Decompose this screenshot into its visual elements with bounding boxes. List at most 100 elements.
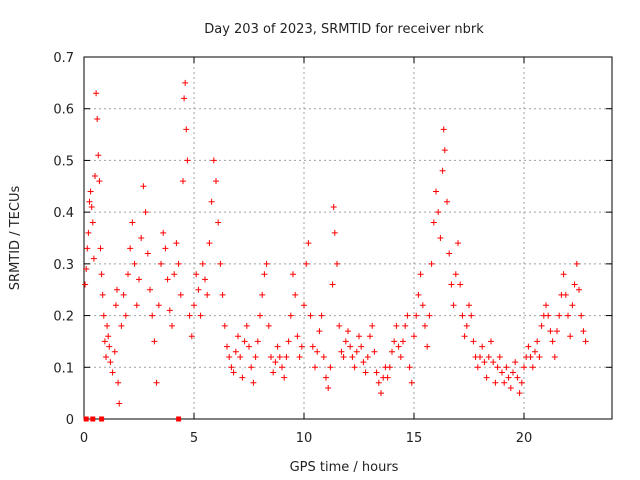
data-point: [551, 353, 558, 360]
data-point: [404, 312, 411, 319]
data-point: [466, 302, 472, 309]
data-point: [82, 281, 89, 288]
data-point: [208, 198, 215, 205]
data-point: [569, 302, 576, 309]
data-point: [303, 260, 310, 267]
data-point: [435, 209, 442, 216]
data-point: [279, 364, 285, 371]
data-point: [195, 286, 202, 293]
data-point: [158, 260, 164, 267]
data-point: [155, 302, 162, 309]
data-point: [338, 348, 345, 355]
data-point: [400, 338, 406, 345]
data-point: [580, 328, 587, 335]
data-point: [210, 157, 217, 164]
y-tick-label: 0.1: [53, 361, 74, 376]
data-point: [353, 348, 360, 355]
data-point: [272, 359, 279, 366]
data-point: [406, 364, 413, 371]
data-point: [492, 379, 499, 386]
data-point: [107, 359, 114, 366]
data-point: [545, 312, 552, 319]
data-point: [147, 286, 153, 293]
data-point: [287, 312, 294, 319]
x-tick-label: 5: [190, 431, 198, 446]
x-tick-label: 20: [516, 431, 533, 446]
data-point: [92, 172, 98, 179]
data-point: [415, 291, 422, 298]
data-point: [142, 209, 149, 216]
data-point: [538, 322, 545, 329]
data-point: [554, 328, 560, 335]
chart-title: Day 203 of 2023, SRMTID for receiver nbr…: [204, 22, 484, 37]
data-point: [364, 353, 371, 360]
data-point: [116, 400, 123, 407]
data-point: [292, 291, 299, 298]
data-point: [547, 328, 554, 335]
data-point: [430, 219, 437, 226]
data-point: [408, 379, 415, 386]
data-point: [488, 338, 494, 345]
data-point: [224, 343, 230, 350]
data-point: [86, 198, 93, 205]
data-point: [474, 364, 481, 371]
data-point: [373, 369, 380, 376]
data-point: [525, 343, 532, 350]
data-point: [243, 322, 250, 329]
y-tick-label: 0.7: [53, 51, 74, 66]
data-point: [422, 322, 428, 329]
data-point: [199, 260, 206, 267]
data-point: [419, 302, 426, 309]
data-point: [239, 374, 246, 381]
data-point: [576, 286, 582, 293]
data-point: [177, 291, 184, 298]
y-tick-label: 0.4: [53, 206, 74, 221]
plot-frame: [83, 56, 613, 420]
data-point: [83, 266, 90, 273]
data-point: [516, 390, 523, 397]
data-point: [166, 307, 173, 314]
data-point: [232, 348, 239, 355]
data-point: [129, 219, 136, 226]
data-point: [312, 364, 318, 371]
data-point: [237, 353, 244, 360]
data-point: [534, 338, 541, 345]
data-point: [413, 312, 420, 319]
data-point: [562, 291, 569, 298]
data-point: [437, 235, 444, 241]
data-point: [362, 369, 369, 376]
data-point: [226, 353, 233, 360]
data-point: [439, 167, 446, 174]
data-point: [567, 333, 574, 340]
data-point: [112, 302, 119, 309]
data-point: [356, 333, 362, 340]
y-tick-label: 0.3: [53, 258, 74, 273]
data-point: [118, 322, 125, 329]
data-point: [386, 364, 393, 371]
data-point: [325, 384, 332, 391]
data-point: [184, 157, 191, 164]
data-point: [477, 353, 483, 360]
data-point: [305, 240, 312, 247]
data-point: [384, 374, 391, 381]
data-point: [446, 250, 453, 257]
data-point: [512, 359, 519, 366]
data-point: [94, 116, 101, 123]
data-point: [127, 245, 134, 252]
data-point: [428, 260, 435, 267]
data-point: [347, 343, 354, 350]
data-point: [514, 374, 521, 381]
data-point: [248, 364, 255, 371]
data-point: [301, 302, 307, 309]
data-point: [518, 379, 525, 386]
data-point: [115, 379, 122, 386]
data-point: [228, 364, 235, 371]
data-point: [521, 364, 527, 371]
data-point-zero: [176, 416, 182, 422]
data-point: [254, 338, 261, 345]
data-point: [532, 348, 538, 355]
data-point: [459, 312, 466, 319]
data-point: [186, 312, 193, 319]
data-point: [316, 328, 323, 335]
data-point: [95, 152, 102, 159]
